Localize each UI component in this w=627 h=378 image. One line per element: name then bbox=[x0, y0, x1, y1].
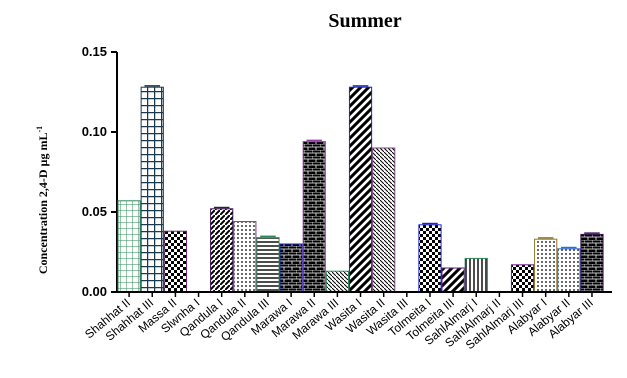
bar-marawa-ii bbox=[302, 141, 326, 293]
bar-marawa-iii bbox=[325, 270, 350, 293]
y-tick-label: 0.10 bbox=[82, 124, 107, 139]
y-axis-label-superscript: -1 bbox=[35, 126, 44, 133]
bar-qandula-ii bbox=[233, 221, 257, 293]
bar-sahlalmarj-iii bbox=[510, 264, 535, 293]
bar-marawa-i bbox=[279, 243, 303, 293]
y-axis-label: Concentration 2,4-D µg mL-1 bbox=[35, 126, 50, 274]
svg-text:Concentration 2,4-D µg mL-1: Concentration 2,4-D µg mL-1 bbox=[35, 126, 50, 274]
y-tick-label: 0.15 bbox=[82, 44, 107, 59]
bar-massa-ii bbox=[163, 230, 188, 293]
bar-qandula-iii bbox=[256, 237, 280, 293]
bars bbox=[117, 85, 604, 293]
bar-alabyar-ii bbox=[557, 248, 581, 293]
y-tick-label: 0.05 bbox=[82, 204, 107, 219]
bar-alabyar-i bbox=[534, 238, 558, 293]
chart-title: Summer bbox=[328, 10, 401, 32]
bar-tolmeita-iii bbox=[441, 267, 465, 293]
bar-wasita-i bbox=[348, 86, 373, 293]
y-axis: 0.00 0.05 0.10 0.15 bbox=[82, 44, 118, 299]
bar-shahhat-iii bbox=[140, 86, 164, 293]
bar-qandula-i bbox=[210, 208, 234, 293]
bar-tolmeita-i bbox=[418, 224, 442, 293]
bar-wasita-ii bbox=[372, 147, 396, 293]
bar-alabyar-iii bbox=[580, 233, 604, 293]
y-axis-label-text: Concentration 2,4-D µg mL bbox=[36, 133, 50, 275]
bar-shahhat-ii bbox=[117, 200, 141, 293]
y-tick-label: 0.00 bbox=[82, 284, 107, 299]
bar-sahlalmarj-i bbox=[464, 257, 488, 293]
